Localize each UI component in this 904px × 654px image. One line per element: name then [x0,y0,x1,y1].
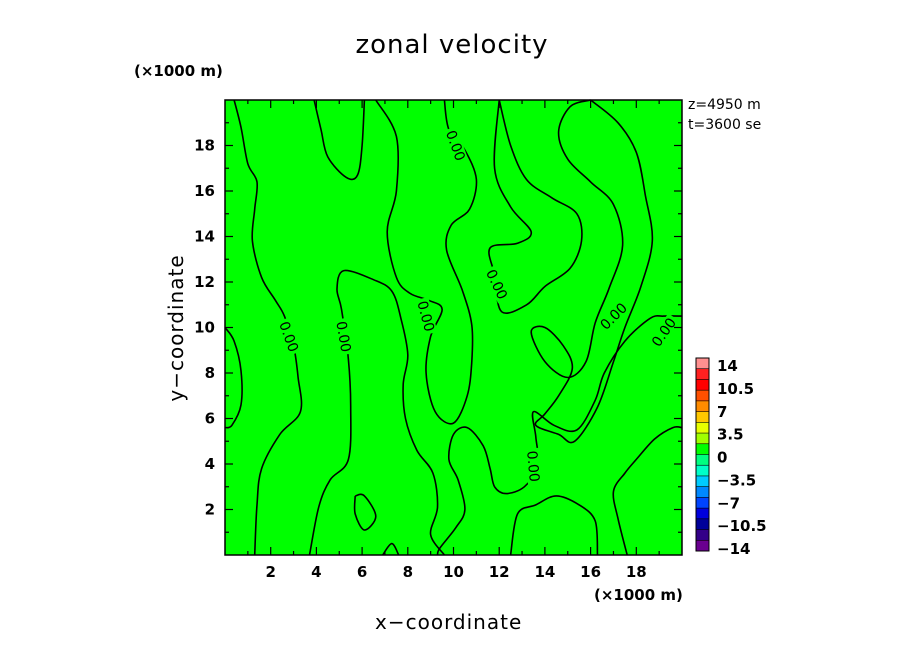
contour-line-0 [224,327,243,429]
y-tick-labels: 2 4 6 8 10 12 14 16 18 [194,137,215,519]
x-tick-label: 18 [626,563,647,581]
colorbar-label: 10.5 [717,380,754,398]
contour-line-9 [436,315,683,556]
y-tick-label: 14 [194,228,215,246]
colorbar-swatch [696,508,709,520]
contour-line-10 [509,495,599,556]
colorbar-swatch [696,486,709,498]
contour-label: 0.00 [332,320,353,353]
annotation-t: t=3600 se [688,117,762,133]
colorbar-swatch [696,443,709,455]
colorbar-swatch [696,540,709,552]
colorbar-label: 0 [717,449,727,467]
contour-label-bg [414,296,438,336]
contour-label-bg [276,317,302,356]
contour-line-8 [530,99,654,444]
colorbar-frame [695,357,710,552]
y-tick-label: 2 [205,501,215,519]
colorbar-swatch [696,422,709,434]
colorbar-label: −7 [717,494,740,512]
x-tick-label: 12 [489,563,510,581]
contour-line-2 [313,99,366,181]
colorbar-swatch [696,529,709,541]
x-tick-label: 4 [311,563,321,581]
colorbar-swatch [696,518,709,530]
y-tick-label: 18 [194,137,215,155]
chart-title: zonal velocity [355,30,549,60]
colorbar: 14 10.5 7 3.5 0 −3.5 −7 −10.5 −14 [695,357,767,558]
contour-lines [224,99,683,556]
y-tick-label: 4 [205,455,215,473]
colorbar-label: 3.5 [717,426,744,444]
x-axis-unit: (×1000 m) [594,586,683,604]
y-tick-label: 6 [205,410,215,428]
x-tick-label: 2 [265,563,275,581]
contour-label-bg [443,126,469,165]
x-tick-label: 14 [534,563,555,581]
x-tick-label: 16 [580,563,601,581]
colorbar-swatch [696,400,709,412]
y-tick-label: 12 [194,273,215,291]
y-axis-unit: (×1000 m) [134,62,223,80]
colorbar-swatch [696,390,709,402]
contour-line-6 [375,99,478,425]
contour-label-bg [647,313,680,351]
x-tick-labels: 2 4 6 8 10 12 14 16 18 [265,563,646,581]
colorbar-swatch [696,411,709,423]
colorbar-swatch [696,358,709,370]
contour-label-bg [482,265,511,304]
colorbar-swatch [696,475,709,487]
colorbar-swatch [696,454,709,466]
colorbar-swatch [696,433,709,445]
contour-label: 0.00 [523,450,542,482]
contour-label-bg [524,447,543,485]
contour-line-11 [612,425,683,556]
colorbar-swatch [696,465,709,477]
colorbar-swatch [696,379,709,391]
y-tick-label: 10 [194,319,215,337]
contour-label-bg [333,317,354,356]
y-tick-label: 8 [205,364,215,382]
contour-label-bg [595,298,632,334]
contour-line-3 [308,269,446,556]
colorbar-label: 7 [717,403,727,421]
colorbar-label: −14 [717,540,750,558]
colorbar-swatch [696,497,709,509]
x-axis-label: x−coordinate [375,610,523,634]
annotation-z: z=4950 m [688,97,761,113]
y-axis-label: y−coordinate [164,254,188,402]
x-tick-label: 8 [403,563,413,581]
contour-line-7 [488,99,583,314]
colorbar-swatch [696,368,709,380]
x-tick-label: 6 [357,563,367,581]
x-tick-label: 10 [443,563,464,581]
y-tick-label: 16 [194,182,215,200]
axis-ticks [225,100,682,555]
contour-label: 0.00 [413,299,437,333]
colorbar-label: 14 [717,357,738,375]
contour-line-1 [233,99,303,556]
colorbar-label: −10.5 [717,517,767,535]
colorbar-label: −3.5 [717,471,756,489]
contour-line-4 [353,493,377,531]
